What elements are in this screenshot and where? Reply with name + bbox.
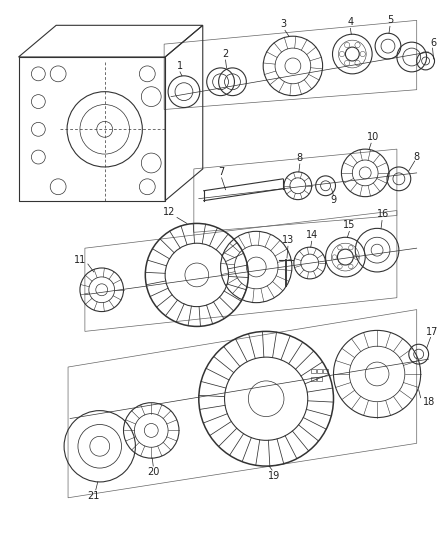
- Text: 10: 10: [366, 132, 378, 142]
- Bar: [310, 377, 315, 381]
- Text: 7: 7: [218, 167, 224, 177]
- Text: 21: 21: [88, 491, 100, 501]
- Text: 9: 9: [330, 195, 336, 205]
- Text: 12: 12: [162, 206, 175, 216]
- Text: 18: 18: [421, 397, 434, 407]
- Text: 15: 15: [343, 220, 355, 230]
- Text: 19: 19: [267, 471, 279, 481]
- Text: 13: 13: [281, 235, 293, 245]
- Bar: [316, 377, 321, 381]
- Text: 2: 2: [222, 49, 228, 59]
- Text: 5: 5: [386, 15, 392, 26]
- Text: 4: 4: [346, 18, 353, 27]
- Text: 14: 14: [305, 230, 317, 240]
- Text: 17: 17: [425, 327, 438, 337]
- Text: 3: 3: [279, 19, 286, 29]
- Text: 16: 16: [376, 209, 388, 220]
- Text: 11: 11: [74, 255, 86, 265]
- Bar: [322, 369, 327, 373]
- Text: 1: 1: [177, 61, 183, 71]
- Bar: [310, 369, 315, 373]
- Text: 20: 20: [147, 467, 159, 477]
- Text: 8: 8: [413, 152, 419, 162]
- Text: 8: 8: [296, 153, 302, 163]
- Bar: [316, 369, 321, 373]
- Text: 6: 6: [430, 38, 436, 48]
